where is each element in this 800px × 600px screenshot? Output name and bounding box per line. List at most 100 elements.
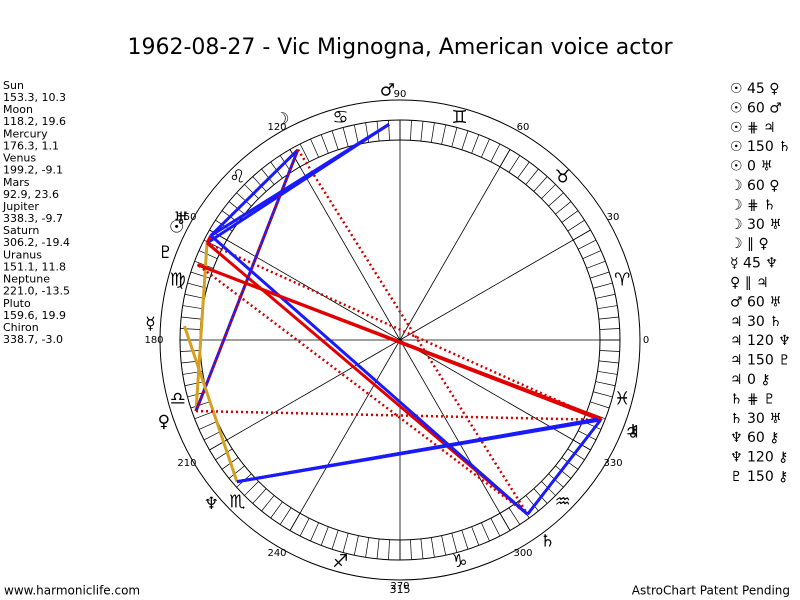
ring-hatch bbox=[548, 192, 564, 207]
spoke bbox=[209, 339, 401, 451]
ring-hatch bbox=[270, 501, 283, 519]
zodiac-sign: ♊ bbox=[451, 107, 467, 128]
ring-hatch bbox=[320, 134, 329, 154]
ring-hatch bbox=[451, 533, 458, 553]
zodiac-sign: ♐ bbox=[332, 551, 348, 572]
aspect-row: ♃ 0 ⚷ bbox=[730, 372, 771, 388]
ring-hatch bbox=[586, 260, 606, 269]
aspect-line bbox=[296, 148, 529, 515]
ring-hatch bbox=[180, 350, 201, 352]
aspect-line bbox=[210, 123, 390, 237]
aspect-row: ☉ 60 ♂ bbox=[730, 100, 782, 116]
ring-hatch bbox=[353, 535, 359, 556]
spoke bbox=[399, 229, 591, 341]
degree-label: 30 bbox=[607, 212, 620, 223]
ring-hatch bbox=[198, 250, 218, 259]
ring-hatch bbox=[561, 210, 579, 223]
planet-pos: 153.3, 10.3 bbox=[3, 91, 66, 104]
aspect-row: ☽ ⋕ ♄ bbox=[730, 197, 776, 213]
ring-hatch bbox=[420, 121, 424, 142]
ring-hatch bbox=[261, 168, 275, 185]
degree-label: 240 bbox=[267, 548, 286, 559]
aspect-line bbox=[183, 325, 239, 483]
spoke bbox=[289, 339, 401, 531]
ring-hatch bbox=[508, 155, 521, 173]
ring-hatch bbox=[599, 350, 620, 352]
aspect-row: ♀ ∥ ♃ bbox=[730, 275, 769, 291]
ring-hatch bbox=[430, 537, 435, 558]
aspect-row: ☉ 150 ♄ bbox=[730, 139, 791, 155]
ring-hatch bbox=[451, 127, 458, 147]
ring-hatch bbox=[180, 328, 201, 330]
zodiac-sign: ♒ bbox=[555, 492, 571, 513]
planet-name: Mars bbox=[3, 176, 30, 189]
aspect-lines bbox=[183, 123, 603, 516]
ring-hatch bbox=[353, 124, 359, 145]
ring-hatch bbox=[420, 538, 424, 559]
degree-label: 150 bbox=[177, 212, 196, 223]
zodiac-sign: ♎ bbox=[170, 389, 186, 410]
spoke bbox=[399, 149, 511, 341]
ring-hatch bbox=[261, 495, 275, 512]
planet-glyph: ♂ bbox=[380, 80, 395, 100]
degree-label: 120 bbox=[267, 122, 286, 133]
ring-hatch bbox=[541, 184, 556, 199]
planet-glyph: ☉ bbox=[169, 218, 184, 238]
planet-glyph: ♃ bbox=[625, 422, 640, 442]
ring-hatch bbox=[410, 120, 412, 141]
planet-pos: 199.2, -9.1 bbox=[3, 164, 63, 177]
footer-left: www.harmoniclife.com bbox=[4, 584, 140, 598]
ring-hatch bbox=[555, 465, 572, 479]
ring-hatch bbox=[331, 530, 339, 550]
ring-hatch bbox=[310, 522, 319, 542]
ring-hatch bbox=[310, 138, 319, 158]
ring-hatch bbox=[517, 161, 530, 179]
aspect-row: ♇ 150 ⚷ bbox=[730, 469, 788, 485]
ring-hatch bbox=[299, 518, 310, 537]
aspect-line bbox=[209, 148, 299, 237]
degree-label: 270 bbox=[390, 581, 409, 592]
aspect-row: ☉ 45 ♀ bbox=[730, 81, 780, 97]
zodiac-sign: ♉ bbox=[555, 166, 571, 187]
ring-hatch bbox=[236, 192, 252, 207]
ring-hatch bbox=[388, 120, 390, 141]
ring-hatch bbox=[190, 271, 210, 279]
planet-glyph: ♇ bbox=[158, 243, 173, 263]
aspect-row: ♄ 30 ♅ bbox=[730, 411, 782, 427]
planet-pos: 92.9, 23.6 bbox=[3, 188, 59, 201]
ring-hatch bbox=[508, 507, 521, 525]
planet-pos: 151.1, 11.8 bbox=[3, 260, 66, 273]
ring-hatch bbox=[184, 381, 205, 387]
ring-hatch bbox=[252, 176, 267, 192]
ring-hatch bbox=[590, 401, 610, 409]
aspect-row: ♆ 60 ⚷ bbox=[730, 430, 780, 446]
degree-label: 180 bbox=[144, 335, 163, 346]
zodiac-sign: ♑ bbox=[451, 551, 467, 572]
zodiac-sign: ♏ bbox=[229, 492, 245, 513]
zodiac-sign: ♈ bbox=[614, 269, 630, 290]
ring-hatch bbox=[481, 138, 490, 158]
ring-hatch bbox=[597, 305, 618, 310]
degree-label: 90 bbox=[394, 89, 407, 100]
ring-hatch bbox=[599, 328, 620, 330]
ring-hatch bbox=[461, 530, 469, 550]
aspect-line bbox=[194, 242, 209, 412]
ring-hatch bbox=[342, 533, 349, 553]
ring-hatch bbox=[561, 457, 579, 470]
ring-hatch bbox=[228, 465, 245, 479]
spoke bbox=[289, 149, 401, 341]
aspect-line bbox=[209, 234, 529, 516]
ring-hatch bbox=[471, 526, 480, 546]
aspect-row: ♃ 120 ♆ bbox=[730, 333, 791, 349]
ring-hatch bbox=[525, 168, 539, 185]
aspect-line bbox=[206, 241, 602, 422]
ring-hatch bbox=[490, 518, 501, 537]
aspect-row: ♃ 150 ♇ bbox=[730, 353, 791, 369]
aspect-list: ☉ 45 ♀ ☉ 60 ♂ ☉ ⋕ ♃ ☉ 150 ♄ ☉ 0 ♅ ☽ 60 ♀ ☽ ⋕ ♄… bbox=[730, 81, 791, 485]
title: 1962-08-27 - Vic Mignogna, American voic… bbox=[128, 35, 674, 60]
planet-pos: 221.0, -13.5 bbox=[3, 285, 70, 298]
ring-hatch bbox=[471, 134, 480, 154]
spoke bbox=[399, 339, 591, 451]
